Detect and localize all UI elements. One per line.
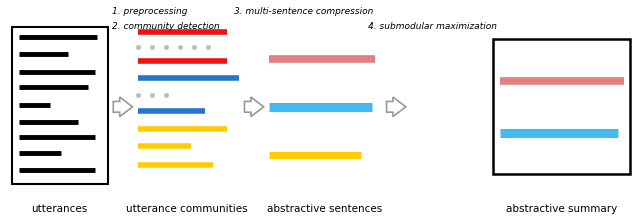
FancyArrow shape: [113, 97, 132, 117]
Text: utterance communities: utterance communities: [126, 204, 248, 214]
Text: 3. multi-sentence compression: 3. multi-sentence compression: [234, 7, 373, 15]
Bar: [12, 27, 108, 184]
Text: 4. submodular maximization: 4. submodular maximization: [368, 22, 497, 31]
Text: abstractive sentences: abstractive sentences: [267, 204, 383, 214]
Text: 1. preprocessing: 1. preprocessing: [112, 7, 188, 15]
Text: utterances: utterances: [31, 204, 88, 214]
FancyArrow shape: [244, 97, 264, 117]
Text: 2. community detection: 2. community detection: [112, 22, 220, 31]
FancyArrow shape: [387, 97, 406, 117]
Text: abstractive summary: abstractive summary: [506, 204, 617, 214]
Bar: [493, 39, 630, 174]
